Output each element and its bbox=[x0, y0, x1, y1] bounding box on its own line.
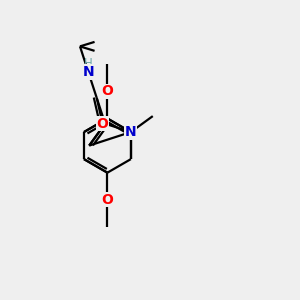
Text: N: N bbox=[125, 125, 137, 139]
Text: H: H bbox=[84, 57, 93, 70]
Text: O: O bbox=[101, 193, 113, 207]
Text: N: N bbox=[82, 65, 94, 79]
Text: O: O bbox=[101, 84, 113, 98]
Text: O: O bbox=[97, 117, 109, 130]
